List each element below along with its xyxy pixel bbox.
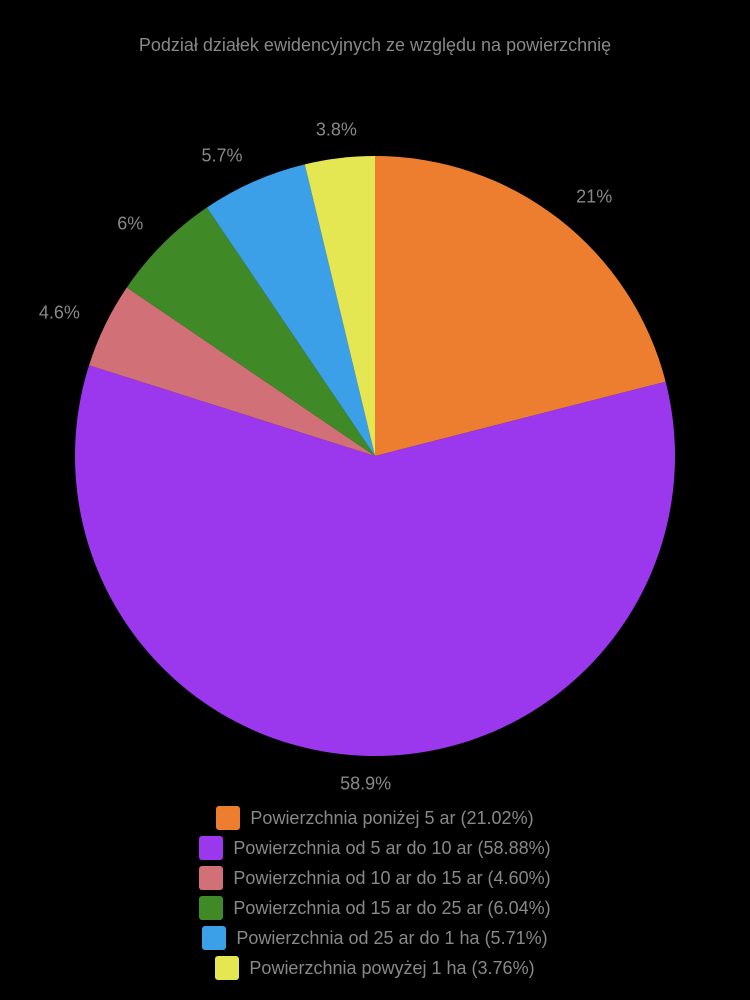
legend-item: Powierzchnia od 5 ar do 10 ar (58.88%) [199, 836, 550, 860]
legend-item: Powierzchnia powyżej 1 ha (3.76%) [215, 956, 534, 980]
legend-label: Powierzchnia od 10 ar do 15 ar (4.60%) [233, 868, 550, 889]
legend-swatch [216, 806, 240, 830]
legend-swatch [199, 866, 223, 890]
legend-swatch [215, 956, 239, 980]
pie-svg [20, 86, 730, 786]
slice-percent-label: 6% [117, 213, 143, 234]
slice-percent-label: 21% [576, 186, 612, 207]
legend-label: Powierzchnia od 5 ar do 10 ar (58.88%) [233, 838, 550, 859]
legend-swatch [202, 926, 226, 950]
legend-item: Powierzchnia poniżej 5 ar (21.02%) [216, 806, 533, 830]
slice-percent-label: 4.6% [39, 302, 80, 323]
legend-label: Powierzchnia poniżej 5 ar (21.02%) [250, 808, 533, 829]
legend: Powierzchnia poniżej 5 ar (21.02%) Powier… [20, 806, 730, 980]
slice-percent-label: 5.7% [202, 145, 243, 166]
legend-label: Powierzchnia powyżej 1 ha (3.76%) [249, 958, 534, 979]
legend-label: Powierzchnia od 25 ar do 1 ha (5.71%) [236, 928, 547, 949]
legend-item: Powierzchnia od 25 ar do 1 ha (5.71%) [202, 926, 547, 950]
legend-item: Powierzchnia od 15 ar do 25 ar (6.04%) [199, 896, 550, 920]
slice-percent-label: 58.9% [340, 773, 391, 794]
legend-label: Powierzchnia od 15 ar do 25 ar (6.04%) [233, 898, 550, 919]
pie-area: 21%58.9%4.6%6%5.7%3.8% [20, 86, 730, 786]
chart-title: Podział działek ewidencyjnych ze względu… [20, 35, 730, 56]
slice-percent-label: 3.8% [316, 120, 357, 141]
legend-swatch [199, 896, 223, 920]
legend-swatch [199, 836, 223, 860]
chart-container: Podział działek ewidencyjnych ze względu… [0, 0, 750, 1000]
legend-item: Powierzchnia od 10 ar do 15 ar (4.60%) [199, 866, 550, 890]
